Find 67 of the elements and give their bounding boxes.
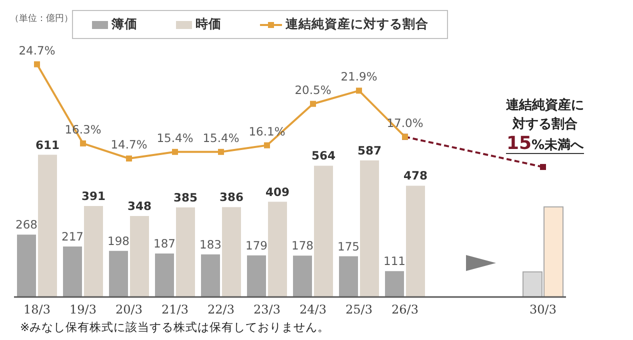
legend-label: 時価 [196,16,222,33]
point [126,156,132,162]
point [172,148,178,155]
x-tick-label: 20/3 [116,302,142,317]
data-label: 187 [154,236,176,250]
point [540,164,546,170]
data-label: 20.5% [294,82,332,97]
point [80,140,86,146]
data-label: 14.7% [110,138,148,152]
data-label: 386 [219,190,244,204]
bar [109,250,128,297]
data-label: 178 [292,238,314,253]
data-label: 217 [62,229,84,244]
data-label: 385 [173,190,198,204]
bar [201,254,220,297]
bar [38,154,57,297]
bar [222,207,241,297]
data-label: 175 [338,239,360,254]
point [264,142,270,148]
data-label: 24.7% [18,43,56,58]
data-label: 183 [200,237,222,252]
point [34,61,40,68]
data-label: 15.4% [202,130,240,145]
data-label: 198 [108,234,130,248]
data-label: 564 [311,148,336,163]
data-label: 21.9% [340,70,378,84]
x-tick-label: 21/3 [162,302,188,317]
point [218,148,224,155]
bar [247,255,266,297]
bar [360,160,379,297]
bar [130,216,149,297]
bar [176,207,195,297]
x-tick-label: 30/3 [530,302,556,317]
x-tick-label: 18/3 [24,302,50,317]
data-label: 348 [127,198,152,213]
bar [63,246,82,297]
x-tick-label: 25/3 [346,302,372,317]
bar [406,186,425,297]
point [356,88,362,94]
bar [155,253,174,297]
legend-label: 簿価 [112,16,138,33]
bar [293,256,312,297]
bar [314,166,333,297]
data-label: 409 [265,184,290,199]
bar [268,202,287,297]
data-label: 179 [246,238,268,252]
bar [17,234,36,297]
data-label: 587 [357,143,382,158]
bar [84,206,103,297]
x-tick-label: 24/3 [300,302,326,317]
data-label: 611 [35,138,60,152]
x-tick-label: 23/3 [254,302,280,317]
legend-label: 連結純資産に対する割合 [286,16,428,33]
data-label: 111 [384,254,406,268]
data-label: 268 [16,218,38,232]
annotation: （単位：億円） [10,12,73,25]
text: ※みなし保有株式に該当する株式は保有しておりません。 [20,320,330,335]
annotation: 連結純資産に対する割合15%未満へ [505,96,585,154]
x-tick-label: 26/3 [392,302,418,317]
x-tick-label: 22/3 [208,302,234,317]
bar [339,256,358,297]
x-tick-label: 19/3 [70,302,96,317]
bar [385,271,404,297]
point [310,100,316,107]
data-label: 15.4% [156,130,194,145]
data-label: 391 [81,188,106,203]
data-label: 478 [403,168,428,183]
